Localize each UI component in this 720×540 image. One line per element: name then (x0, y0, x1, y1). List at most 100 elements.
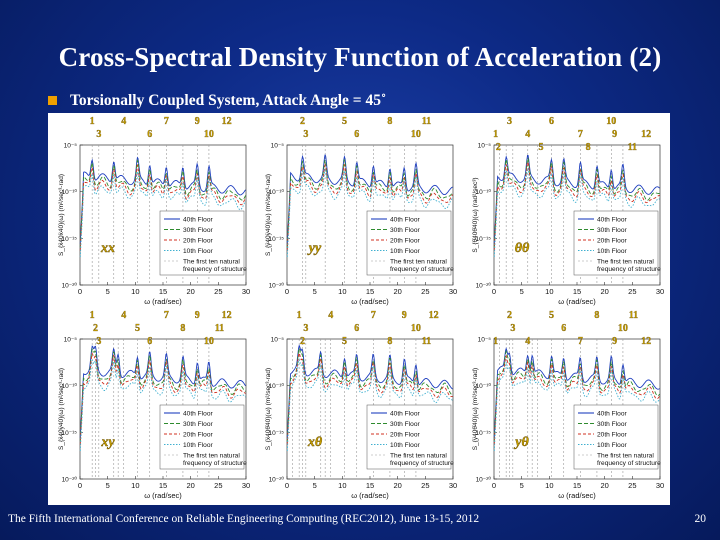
mode-number-label: 11 (629, 310, 638, 321)
y-axis-label: S_{ẍ40θ̈40}(ω) (m²/sec³-rad) (265, 368, 272, 450)
x-tick-label: 10 (131, 287, 139, 296)
series-line (493, 347, 660, 438)
bullet-text: Torsionally Coupled System, Attack Angle… (70, 92, 387, 109)
x-tick-label: 20 (393, 287, 401, 296)
x-axis-label: ω (rad/sec) (144, 491, 182, 500)
x-tick-label: 15 (573, 481, 581, 490)
series-line (79, 156, 246, 244)
series-line (493, 349, 660, 441)
legend-entry: 40th Floor (183, 217, 213, 224)
legend (573, 210, 659, 276)
legend-entry: The first ten natural frequency of struct… (390, 453, 454, 468)
mode-number-label: 2 (300, 116, 305, 127)
x-tick-label: 10 (545, 481, 553, 490)
chart-x-theta: 0 5 10 15 20 25 30ω (rad/sec)10⁻⁵10⁻¹⁰10⁻¹⁵10⁻… (265, 310, 457, 500)
y-tick-label: 10⁻¹⁵ (268, 430, 284, 437)
mode-number-label: 10 (204, 129, 214, 140)
mode-number-label: 12 (222, 116, 232, 127)
x-tick-label: 5 (313, 287, 317, 296)
mode-number-label: 9 (612, 129, 617, 140)
mode-number-label: 7 (164, 116, 169, 127)
x-axis-label: ω (rad/sec) (351, 491, 389, 500)
legend (159, 404, 245, 470)
x-tick-label: 30 (656, 287, 664, 296)
legend-entry: The first ten natural frequency of struct… (183, 453, 247, 468)
mode-number-label: 6 (354, 323, 359, 334)
mode-number-label: 5 (342, 336, 347, 347)
slide-title: Cross-Spectral Density Function of Accel… (58, 42, 662, 72)
x-tick-label: 0 (78, 481, 82, 490)
x-axis-label: ω (rad/sec) (558, 491, 596, 500)
y-tick-label: 10⁻²⁰ (269, 476, 285, 484)
mode-number-label: 7 (371, 310, 376, 321)
legend (573, 404, 659, 470)
mode-number-label: 8 (387, 336, 392, 347)
mode-number-label: 8 (387, 116, 392, 127)
mode-number-label: 8 (180, 323, 185, 334)
legend-entry: 30th Floor (183, 421, 213, 428)
y-tick-label: 10⁻⁵ (64, 143, 78, 150)
y-axis-label: S_{ÿ40θ̈40}(ω) (m²/sec³-rad) (472, 368, 479, 450)
x-tick-label: 5 (313, 481, 317, 490)
legend (366, 210, 452, 276)
legend-entry: 10th Floor (597, 248, 627, 255)
legend-entry: 30th Floor (390, 421, 420, 428)
mode-number-label: 6 (561, 323, 566, 334)
mode-number-label: 4 (121, 310, 126, 321)
x-tick-label: 0 (78, 287, 82, 296)
mode-number-label: 3 (96, 129, 101, 140)
y-tick-label: 10⁻¹⁰ (476, 382, 492, 390)
mode-number-label: 3 (303, 323, 308, 334)
legend-entry: 20th Floor (597, 238, 627, 245)
legend-entry: 10th Floor (390, 248, 420, 255)
y-tick-label: 10⁻¹⁵ (268, 236, 284, 243)
legend-entry: 20th Floor (390, 432, 420, 439)
x-tick-label: 5 (520, 287, 524, 296)
x-tick-label: 15 (366, 481, 374, 490)
x-axis-label: ω (rad/sec) (351, 297, 389, 306)
y-tick-label: 10⁻¹⁰ (62, 188, 78, 196)
mode-number-label: 3 (96, 336, 101, 347)
x-tick-label: 30 (656, 481, 664, 490)
mode-number-label: 6 (549, 116, 554, 127)
x-tick-label: 10 (338, 287, 346, 296)
panel-label: yθ (513, 435, 529, 450)
x-tick-label: 20 (186, 481, 194, 490)
series-line (79, 358, 246, 452)
legend-entry: The first ten natural frequency of struct… (390, 259, 454, 274)
mode-number-label: 10 (411, 323, 421, 334)
mode-number-label: 12 (641, 336, 651, 347)
y-tick-label: 10⁻⁵ (478, 337, 492, 344)
page-number: 20 (694, 513, 707, 525)
mode-number-label: 7 (578, 129, 583, 140)
mode-number-label: 6 (147, 129, 152, 140)
series-line (79, 347, 246, 441)
series-line (493, 354, 660, 445)
mode-number-label: 9 (195, 116, 200, 127)
legend-entry: 40th Floor (390, 217, 420, 224)
mode-number-label: 11 (215, 323, 224, 334)
series-line (286, 159, 453, 247)
mode-number-label: 2 (507, 310, 512, 321)
x-tick-label: 20 (186, 287, 194, 296)
legend-entry: 40th Floor (597, 411, 627, 418)
legend-entry: The first ten natural frequency of struct… (597, 453, 661, 468)
legend (159, 210, 245, 276)
legend-entry: 40th Floor (183, 411, 213, 418)
x-tick-label: 0 (285, 481, 289, 490)
y-tick-label: 10⁻²⁰ (476, 476, 492, 484)
mode-number-label: 11 (422, 116, 431, 127)
y-tick-label: 10⁻²⁰ (476, 282, 492, 290)
x-tick-label: 25 (628, 287, 636, 296)
x-tick-label: 10 (131, 481, 139, 490)
mode-number-label: 5 (342, 116, 347, 127)
x-tick-label: 20 (600, 287, 608, 296)
x-tick-label: 30 (449, 481, 457, 490)
y-axis-label: S_{θ̈40θ̈40}(ω) (rad²/sec³) (472, 177, 479, 252)
x-axis-label: ω (rad/sec) (144, 297, 182, 306)
mode-number-label: 8 (586, 142, 591, 153)
legend-entry: 20th Floor (390, 238, 420, 245)
mode-number-label: 11 (628, 142, 637, 153)
mode-number-label: 2 (93, 323, 98, 334)
mode-number-label: 2 (300, 336, 305, 347)
